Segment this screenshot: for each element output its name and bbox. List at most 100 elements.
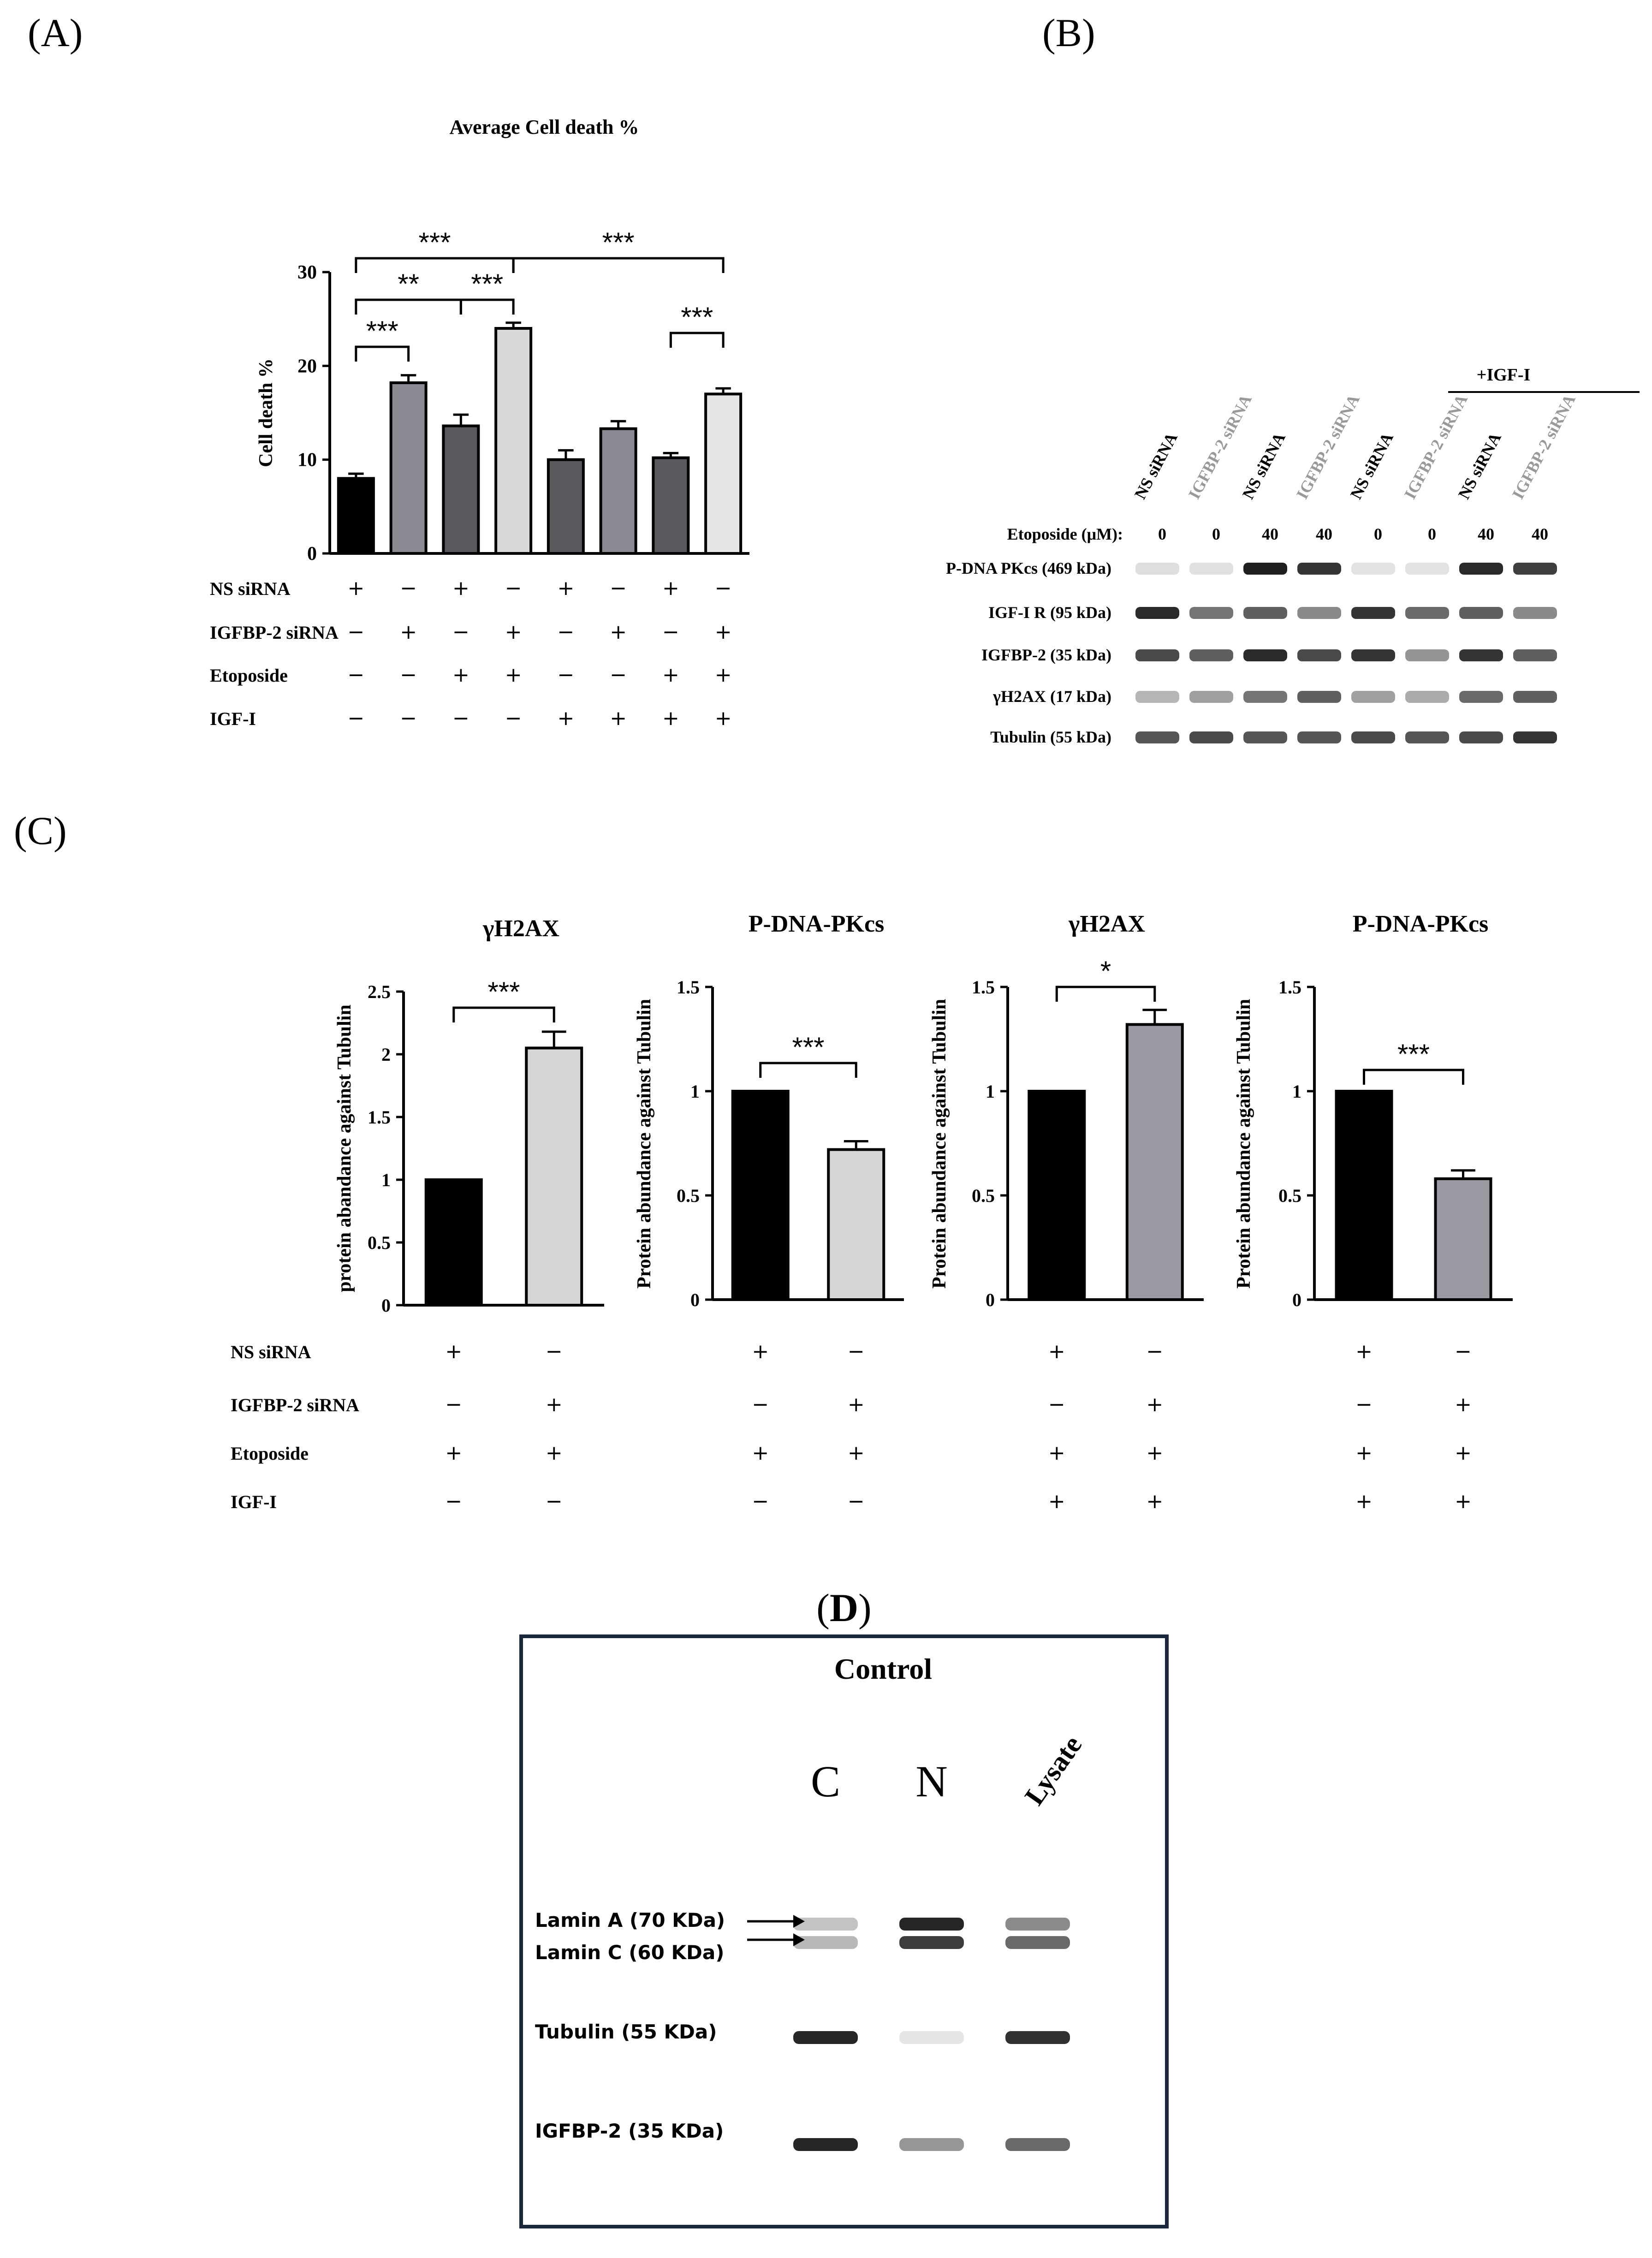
- blot-band: [899, 2031, 964, 2044]
- significance-label: ***: [487, 976, 520, 1007]
- etoposide-label: Etoposide (μM):: [1007, 525, 1123, 543]
- significance-bracket: [1055, 986, 1156, 1002]
- blot-band: [1243, 607, 1287, 619]
- condition-value: +: [1146, 1441, 1163, 1465]
- bar: [494, 327, 533, 555]
- significance-bracket: [759, 1062, 857, 1078]
- condition-value: +: [347, 576, 364, 600]
- etoposide-value: 40: [1478, 525, 1494, 543]
- condition-value: +: [1355, 1490, 1373, 1513]
- significance-label: ***: [418, 227, 451, 258]
- chart-title: P-DNA-PKcs: [1353, 911, 1489, 937]
- condition-value: −: [1146, 1340, 1163, 1363]
- condition-value: −: [610, 576, 627, 600]
- condition-value: −: [505, 707, 522, 730]
- y-tick-label: 0: [307, 543, 317, 564]
- blot-band: [1189, 691, 1233, 703]
- panel-label-d: (D): [816, 1586, 871, 1630]
- lane-label: C: [811, 1757, 840, 1806]
- condition-value: +: [848, 1393, 865, 1416]
- condition-value: −: [400, 576, 417, 600]
- blot-band: [793, 2138, 858, 2151]
- condition-value: +: [1355, 1441, 1373, 1465]
- blot-band: [1135, 649, 1179, 661]
- condition-value: −: [715, 576, 732, 600]
- bar: [1125, 1023, 1184, 1301]
- significance-label: ***: [681, 302, 713, 333]
- blot-row-label: Lamin A (70 KDa): [535, 1909, 725, 1931]
- significance-label: ***: [471, 268, 503, 299]
- condition-value: −: [546, 1340, 563, 1363]
- condition-value: +: [715, 620, 732, 644]
- chart-gh2ax-igf: γH2AX Protein abundance against Tubulin 0 0…: [929, 911, 1204, 1513]
- y-tick-label: 1.5: [1278, 977, 1301, 998]
- blot-row-label: γH2AX (17 kDa): [992, 687, 1111, 706]
- blot-band: [899, 2138, 964, 2151]
- blot-band: [1405, 607, 1449, 619]
- blot-band: [1189, 649, 1233, 661]
- condition-label: IGFBP-2 siRNA: [231, 1395, 359, 1415]
- chart-gh2ax-no-igf: γH2AX protein abandance against Tubulin 0 0…: [231, 915, 604, 1513]
- blot-band: [1513, 607, 1557, 619]
- y-tick-label: 1.5: [368, 1107, 391, 1128]
- etoposide-value: 40: [1532, 525, 1548, 543]
- blot-band: [1135, 691, 1179, 703]
- etoposide-value: 0: [1212, 525, 1220, 543]
- y-tick-label: 0.5: [972, 1185, 995, 1206]
- y-axis-label: protein abandance against Tubulin: [334, 1004, 355, 1292]
- control-header: Control: [834, 1652, 932, 1685]
- condition-value: +: [546, 1441, 563, 1465]
- blot-band: [1135, 607, 1179, 619]
- condition-label: IGFBP-2 siRNA: [210, 622, 339, 643]
- blot-band: [1351, 649, 1395, 661]
- condition-value: +: [452, 663, 469, 687]
- significance-bracket: [355, 345, 410, 362]
- etoposide-value: 0: [1428, 525, 1436, 543]
- condition-value: +: [1455, 1393, 1472, 1416]
- y-tick-label: 0: [1292, 1289, 1301, 1310]
- condition-value: −: [505, 576, 522, 600]
- blot-band: [1405, 649, 1449, 661]
- panel-label-c: (C): [14, 808, 67, 853]
- blot-band: [1459, 731, 1503, 743]
- arrow-lamin-c-head: [793, 1933, 805, 1946]
- y-axis-label: Protein abundance against Tubulin: [634, 999, 655, 1289]
- significance-label: **: [398, 268, 419, 299]
- panel-label-b: (B): [1042, 11, 1095, 55]
- y-tick-label: 2.5: [368, 981, 391, 1002]
- chart-title: γH2AX: [1068, 911, 1145, 937]
- condition-label: Etoposide: [231, 1443, 309, 1464]
- condition-value: +: [1455, 1490, 1472, 1513]
- blot-band: [1405, 731, 1449, 743]
- blot-band: [1459, 563, 1503, 575]
- condition-value: +: [445, 1441, 462, 1465]
- condition-value: +: [400, 620, 417, 644]
- lane-label: NS siRNA: [1347, 429, 1397, 502]
- y-tick-label: 0.5: [1278, 1185, 1301, 1206]
- condition-value: +: [445, 1340, 462, 1363]
- condition-label: IGF-I: [231, 1491, 277, 1512]
- condition-value: +: [1048, 1441, 1065, 1465]
- condition-value: −: [347, 663, 364, 687]
- condition-value: +: [610, 620, 627, 644]
- blot-band: [1351, 563, 1395, 575]
- blot-band: [1005, 1918, 1070, 1931]
- blot-row-label: Tubulin (55 kDa): [990, 728, 1111, 746]
- bar: [652, 456, 690, 555]
- blot-band: [1135, 563, 1179, 575]
- y-tick-label: 10: [297, 450, 317, 471]
- condition-label: IGF-I: [210, 708, 256, 729]
- lane-label: IGFBP-2 siRNA: [1509, 391, 1579, 502]
- blot-band: [1297, 691, 1341, 703]
- blot-band: [1459, 607, 1503, 619]
- bar: [827, 1148, 885, 1301]
- significance-label: ***: [1397, 1039, 1430, 1070]
- blot-band: [1297, 731, 1341, 743]
- etoposide-value: 0: [1158, 525, 1166, 543]
- condition-value: −: [400, 707, 417, 730]
- blot-band: [1189, 731, 1233, 743]
- significance-bracket: [355, 298, 462, 315]
- condition-value: +: [662, 707, 679, 730]
- y-axis-label: Cell death %: [256, 358, 277, 467]
- y-tick-label: 1.5: [972, 977, 995, 998]
